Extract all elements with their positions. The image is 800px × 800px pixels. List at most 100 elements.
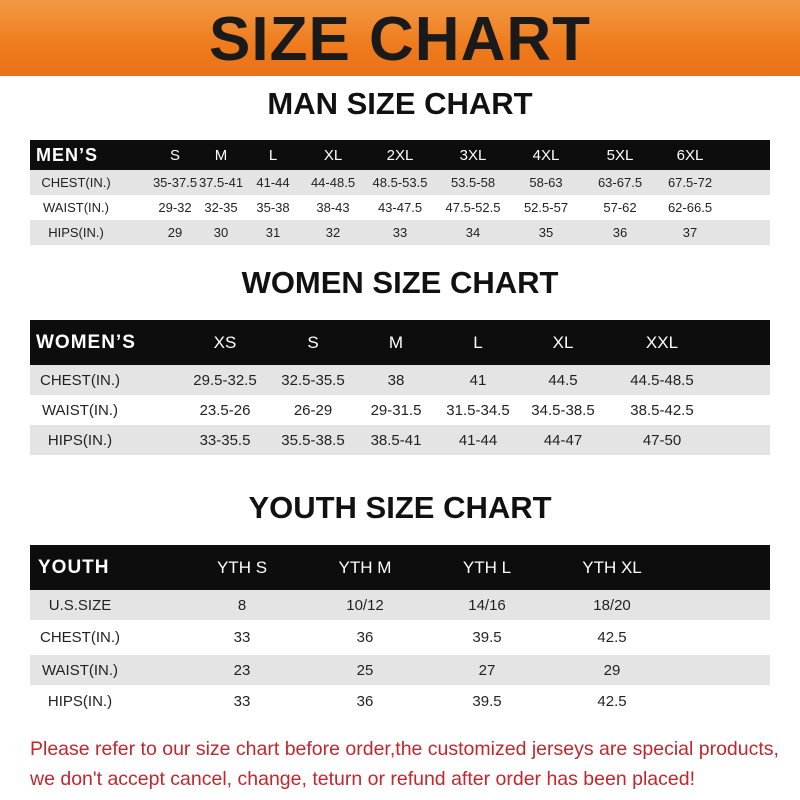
row-label: HIPS(IN.) — [47, 431, 113, 449]
table-header-row: WOMEN’S XS S M L XL XXL — [30, 320, 770, 365]
page-title: SIZE CHART — [209, 5, 591, 74]
size-header: XL — [323, 146, 343, 164]
table-cell: 32 — [325, 225, 341, 240]
table-cell: 36 — [356, 693, 374, 710]
table-cell: 33 — [233, 629, 251, 646]
table-cell: 41-44 — [458, 431, 498, 449]
table-cell: 47.5-52.5 — [445, 200, 501, 215]
table-cell: 32.5-35.5 — [281, 371, 345, 389]
table-cell: 53.5-58 — [450, 175, 496, 190]
table-cell: 48.5-53.5 — [372, 175, 428, 190]
table-header-row: YOUTH YTH S YTH M YTH L YTH XL — [30, 545, 770, 590]
notice-line-1: Please refer to our size chart before or… — [30, 738, 779, 760]
table-cell: 47-50 — [642, 431, 682, 449]
size-header: YTH L — [462, 557, 512, 577]
table-cell: 34 — [465, 225, 481, 240]
row-label: WAIST(IN.) — [41, 401, 119, 419]
table-cell: 44.5 — [548, 371, 578, 389]
table-cell: 43-47.5 — [377, 200, 423, 215]
table-cell: 23.5-26 — [199, 401, 251, 419]
table-title-cell: MEN’S — [36, 144, 99, 165]
row-label: WAIST(IN.) — [43, 200, 109, 215]
table-cell: 29-31.5 — [370, 401, 422, 419]
table-title-cell: WOMEN’S — [36, 331, 136, 353]
table-row: HIPS(IN.) 33 36 39.5 42.5 — [30, 685, 770, 718]
table-row: WAIST(IN.) 23 25 27 29 — [30, 655, 770, 685]
row-label: CHEST(IN.) — [40, 629, 120, 646]
table-cell: 18/20 — [593, 596, 631, 614]
table-row: WAIST(IN.) 29-32 32-35 35-38 38-43 43-47.5 47.… — [30, 195, 770, 220]
table-cell: 32-35 — [204, 200, 238, 215]
table-cell: 25 — [356, 661, 374, 679]
order-notice: Please refer to our size chart before or… — [30, 734, 790, 794]
table-cell: 62-66.5 — [667, 200, 713, 215]
table-cell: 57-62 — [603, 200, 637, 215]
table-cell: 26-29 — [293, 401, 333, 419]
table-cell: 8 — [237, 596, 247, 614]
size-header: 4XL — [532, 146, 560, 164]
size-header: S — [307, 332, 319, 352]
title-banner: SIZE CHART — [0, 0, 800, 76]
table-cell: 34.5-38.5 — [531, 401, 595, 419]
size-header: S — [169, 146, 181, 164]
table-cell: 44-47 — [543, 431, 583, 449]
table-cell: 27 — [478, 661, 496, 679]
table-cell: 41-44 — [256, 175, 290, 190]
table-row: HIPS(IN.) 33-35.5 35.5-38.5 38.5-41 41-44 44-… — [30, 425, 770, 455]
table-cell: 36 — [612, 225, 628, 240]
size-header: 2XL — [386, 146, 414, 164]
size-header: XS — [213, 332, 237, 352]
table-cell: 58-63 — [529, 175, 563, 190]
table-cell: 36 — [356, 629, 374, 646]
size-header: YTH XL — [582, 557, 642, 577]
table-cell: 31.5-34.5 — [446, 401, 510, 419]
table-cell: 10/12 — [346, 596, 384, 614]
table-cell: 42.5 — [597, 629, 627, 646]
table-cell: 29-32 — [158, 200, 192, 215]
table-cell: 67.5-72 — [667, 175, 713, 190]
table-cell: 38.5-41 — [370, 431, 422, 449]
table-row: WAIST(IN.) 23.5-26 26-29 29-31.5 31.5-34.5 34… — [30, 395, 770, 425]
size-header: YTH S — [216, 557, 268, 577]
table-row: CHEST(IN.) 29.5-32.5 32.5-35.5 38 41 44.5 44.5… — [30, 365, 770, 395]
table-cell: 52.5-57 — [523, 200, 569, 215]
size-header: L — [473, 332, 483, 352]
table-cell: 30 — [213, 225, 229, 240]
row-label: CHEST(IN.) — [41, 175, 111, 190]
row-label: HIPS(IN.) — [48, 225, 104, 240]
table-cell: 31 — [265, 225, 281, 240]
size-header: M — [388, 332, 404, 352]
table-row: CHEST(IN.) 35-37.5 37.5-41 41-44 44-48.5 48.5… — [30, 170, 770, 195]
table-cell: 41 — [469, 371, 487, 389]
size-header: YTH M — [338, 557, 392, 577]
table-cell: 38-43 — [316, 200, 350, 215]
size-header: XXL — [645, 332, 679, 352]
table-row: U.S.SIZE 8 10/12 14/16 18/20 — [30, 590, 770, 620]
table-cell: 42.5 — [597, 693, 627, 710]
size-header: 3XL — [459, 146, 487, 164]
table-cell: 38.5-42.5 — [630, 401, 694, 419]
size-header: XL — [552, 332, 574, 352]
men-section-title: MAN SIZE CHART — [267, 86, 533, 121]
size-header: 6XL — [676, 146, 704, 164]
table-cell: 37.5-41 — [198, 175, 244, 190]
size-header: 5XL — [606, 146, 634, 164]
table-cell: 44-48.5 — [310, 175, 356, 190]
table-cell: 35-37.5 — [152, 175, 198, 190]
table-cell: 38 — [387, 371, 405, 389]
table-cell: 39.5 — [472, 629, 502, 646]
table-cell: 44.5-48.5 — [630, 371, 694, 389]
table-cell: 29 — [603, 661, 621, 679]
table-cell: 35-38 — [256, 200, 290, 215]
women-section-title: WOMEN SIZE CHART — [241, 265, 559, 300]
size-header: L — [268, 146, 278, 164]
notice-line-2: we don't accept cancel, change, teturn o… — [30, 768, 695, 790]
table-title-cell: YOUTH — [38, 556, 110, 578]
size-header: M — [214, 146, 228, 164]
table-cell: 37 — [682, 225, 698, 240]
table-row: CHEST(IN.) 33 36 39.5 42.5 — [30, 620, 770, 655]
table-header-row: MEN’S S M L XL 2XL 3XL 4XL 5XL 6XL — [30, 140, 770, 170]
table-cell: 33-35.5 — [199, 431, 251, 449]
table-cell: 35.5-38.5 — [281, 431, 345, 449]
table-cell: 39.5 — [472, 693, 502, 710]
